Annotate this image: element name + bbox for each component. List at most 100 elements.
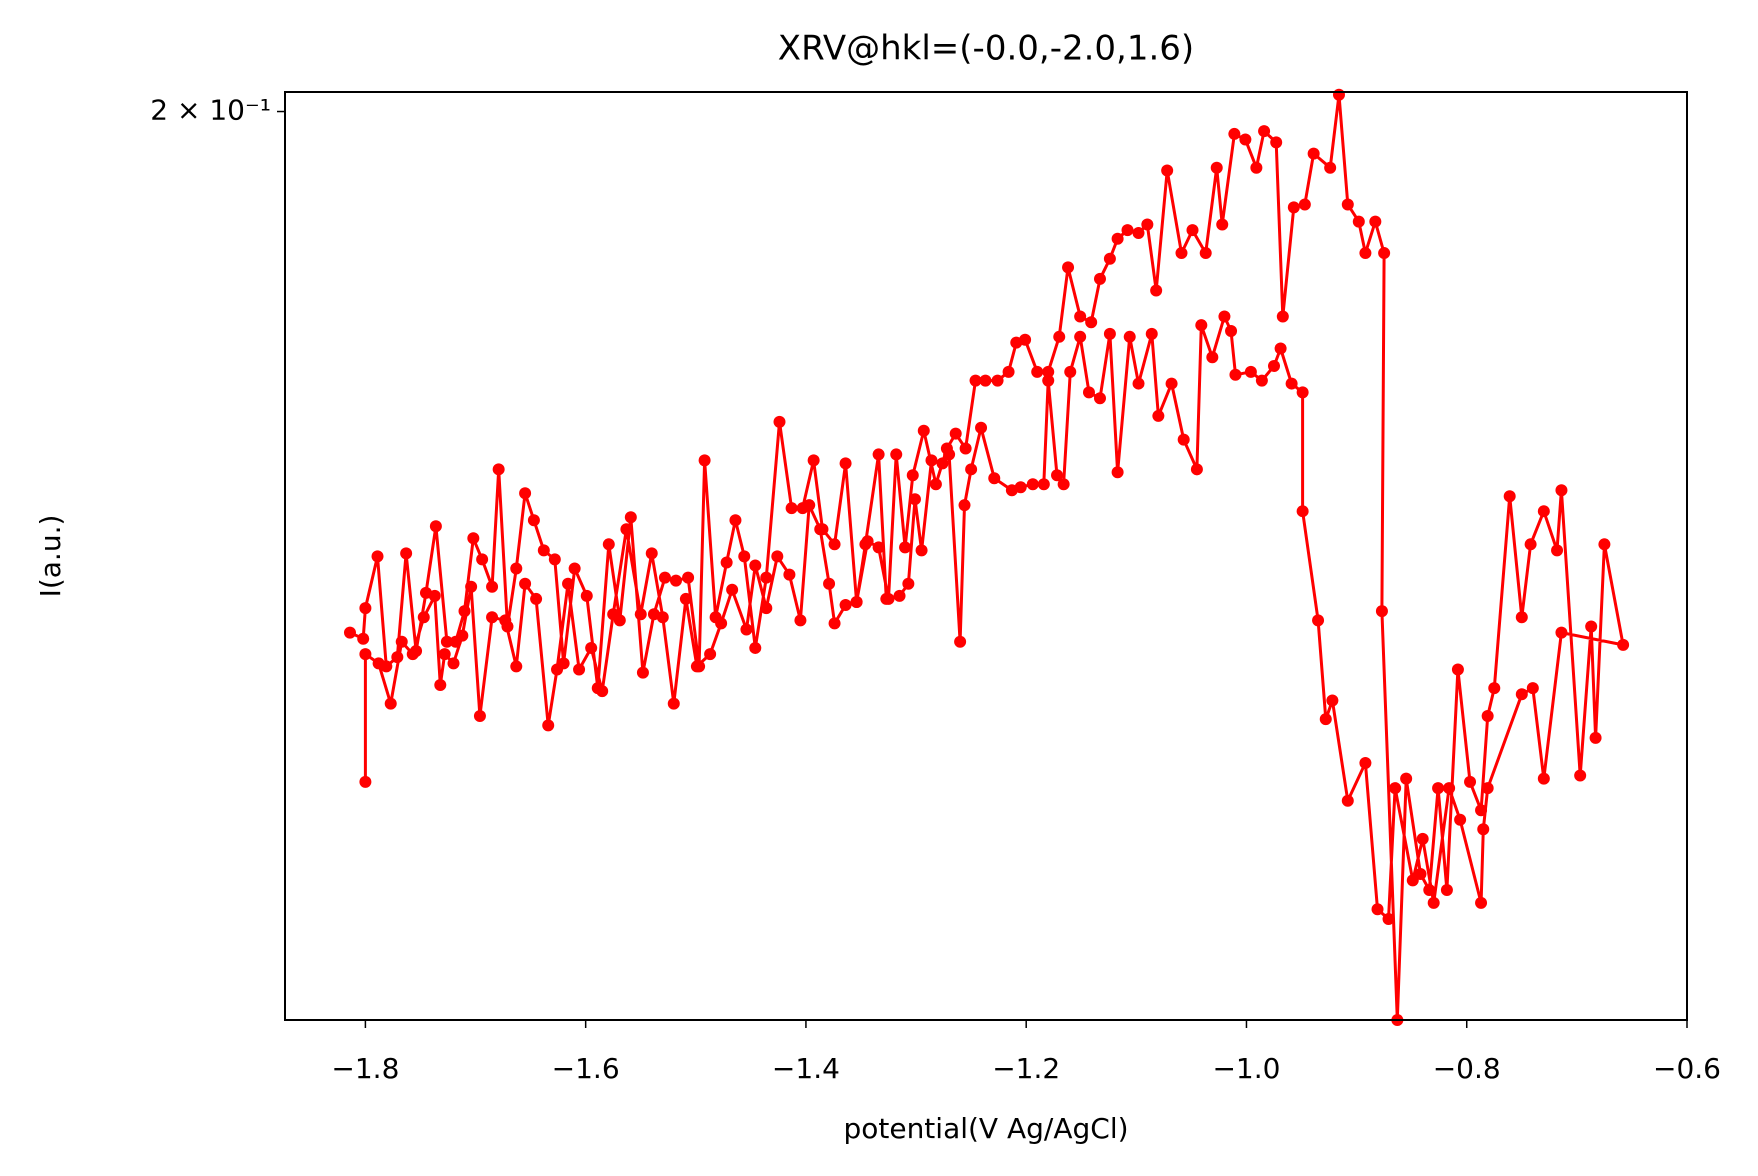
data-point [1042, 374, 1055, 387]
data-point [486, 580, 499, 593]
data-point [1150, 284, 1163, 297]
data-point [959, 442, 972, 455]
data-point [1464, 775, 1477, 788]
data-point [1093, 272, 1106, 285]
data-point [1481, 710, 1494, 723]
data-point [828, 617, 841, 630]
data-point [1276, 310, 1289, 323]
data-point [1165, 377, 1178, 390]
data-point [773, 415, 786, 428]
y-tick-label: 2 × 10⁻¹ [150, 94, 271, 127]
data-point [1475, 896, 1488, 909]
data-point [803, 499, 816, 512]
data-point [656, 611, 669, 624]
data-point [384, 697, 397, 710]
data-point [492, 463, 505, 476]
data-point [1141, 218, 1154, 231]
data-point [519, 577, 532, 590]
data-point [400, 547, 413, 560]
data-point [1319, 713, 1332, 726]
data-point [1371, 903, 1384, 916]
data-point [1598, 538, 1611, 551]
data-point [1216, 218, 1229, 231]
data-point [1274, 342, 1287, 355]
data-point [551, 663, 564, 676]
data-point [440, 635, 453, 648]
data-point [510, 660, 523, 673]
data-point [372, 657, 385, 670]
data-point [975, 421, 988, 434]
data-point [828, 538, 841, 551]
data-point [1359, 247, 1372, 260]
x-axis-label: potential(V Ag/AgCl) [843, 1112, 1128, 1145]
data-point [417, 611, 430, 624]
data-point [1062, 261, 1075, 274]
data-point [890, 448, 903, 461]
data-point [893, 589, 906, 602]
chart-title: XRV@hkl=(-0.0,-2.0,1.6) [778, 29, 1194, 69]
data-point [1416, 832, 1429, 845]
data-point [954, 635, 967, 648]
data-point [530, 592, 543, 605]
data-point [814, 523, 827, 536]
data-point [794, 614, 807, 627]
data-point [872, 448, 885, 461]
data-point [542, 719, 555, 732]
data-point [580, 589, 593, 602]
data-point [859, 538, 872, 551]
data-point [343, 626, 356, 639]
data-point [1037, 478, 1050, 491]
x-tick-label: −0.6 [1653, 1052, 1721, 1085]
data-point [438, 648, 451, 661]
data-point [729, 514, 742, 527]
data-point [527, 514, 540, 527]
data-point [979, 374, 992, 387]
data-point [1555, 626, 1568, 639]
data-point [1451, 663, 1464, 676]
data-point [1026, 478, 1039, 491]
data-point [839, 599, 852, 612]
data-point [1341, 198, 1354, 211]
data-point [476, 553, 489, 566]
y-axis-label: I(a.u.) [34, 515, 67, 598]
data-point [1085, 316, 1098, 329]
data-point [1082, 386, 1095, 399]
data-point [486, 611, 499, 624]
data-point [1400, 772, 1413, 785]
data-point [636, 666, 649, 679]
x-tick-label: −1.6 [552, 1052, 620, 1085]
data-point [823, 577, 836, 590]
data-point [499, 614, 512, 627]
data-point [548, 553, 561, 566]
data-point [359, 775, 372, 788]
data-point [740, 623, 753, 636]
data-point [908, 493, 921, 506]
data-point [936, 457, 949, 470]
data-point [1332, 88, 1345, 101]
data-point [447, 657, 460, 670]
data-point [1195, 319, 1208, 332]
data-point [929, 478, 942, 491]
data-point [1503, 490, 1516, 503]
data-point [1225, 324, 1238, 337]
data-point [1244, 365, 1257, 378]
data-point [899, 541, 912, 554]
data-point [1307, 147, 1320, 160]
data-point [1359, 756, 1372, 769]
data-point [682, 571, 695, 584]
data-point [669, 574, 682, 587]
data-point [1111, 232, 1124, 245]
data-point [807, 454, 820, 467]
data-point [371, 550, 384, 563]
data-point [1515, 611, 1528, 624]
data-point [596, 685, 609, 698]
data-point [602, 538, 615, 551]
data-point [1206, 351, 1219, 364]
data-point [1454, 813, 1467, 826]
data-point [1515, 688, 1528, 701]
data-point [1228, 127, 1241, 140]
data-point [667, 697, 680, 710]
data-point [359, 602, 372, 615]
